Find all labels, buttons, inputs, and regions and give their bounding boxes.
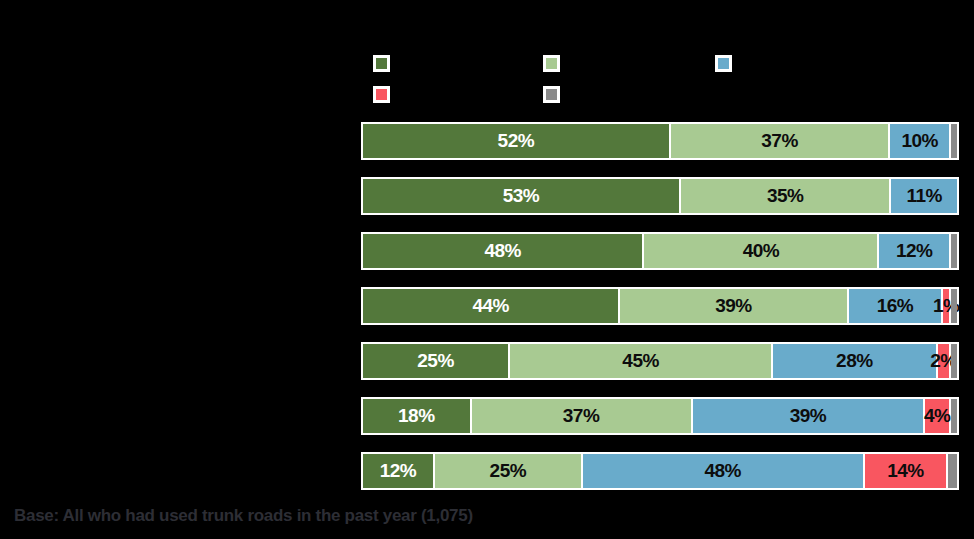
bar-segment-value-label: 10% bbox=[901, 131, 938, 150]
legend-swatch-gray bbox=[543, 86, 560, 103]
legend-swatch-light-green bbox=[543, 55, 560, 72]
bar-segment-value-label: 44% bbox=[472, 296, 509, 315]
bar-segment-value-label: 39% bbox=[715, 296, 752, 315]
bar-segment-value-label: 16% bbox=[877, 296, 914, 315]
bar-segment-gray bbox=[948, 454, 957, 488]
bar-segment-gray bbox=[951, 399, 957, 433]
bar-row: 25% 45% 28% 2% bbox=[361, 342, 959, 380]
bar-row: 48% 40% 12% bbox=[361, 232, 959, 270]
bar-segment-value-label: 25% bbox=[417, 351, 454, 370]
bar-segment-blue: 16% bbox=[849, 289, 942, 323]
base-note: Base: All who had used trunk roads in th… bbox=[14, 506, 473, 526]
legend-swatch-red bbox=[373, 86, 390, 103]
bar-segment-dark-green: 52% bbox=[363, 124, 669, 158]
bar-segment-value-label: 37% bbox=[563, 406, 600, 425]
bar-segment-value-label: 52% bbox=[498, 131, 535, 150]
bar-segment-light-green: 45% bbox=[510, 344, 771, 378]
bar-segment-value-label: 45% bbox=[622, 351, 659, 370]
bar-segment-blue: 39% bbox=[693, 399, 924, 433]
bar-segment-dark-green: 25% bbox=[363, 344, 508, 378]
bar-row: 44% 39% 16% 1% bbox=[361, 287, 959, 325]
bar-segment-gray bbox=[951, 234, 957, 268]
bar-segment-light-green: 39% bbox=[620, 289, 846, 323]
bar-segment-light-green: 35% bbox=[681, 179, 890, 213]
legend-swatch-dark-green bbox=[373, 55, 390, 72]
bar-segment-blue: 10% bbox=[890, 124, 949, 158]
bar-segment-blue: 11% bbox=[891, 179, 957, 213]
bar-segment-value-label: 11% bbox=[906, 186, 941, 205]
bar-segment-light-green: 37% bbox=[472, 399, 691, 433]
stacked-bar-chart: 52% 37% 10% 53% 35% 11% 48% 40% 12% 44% 39% 16% 1% 25… bbox=[361, 122, 959, 507]
bar-segment-value-label: 12% bbox=[380, 461, 417, 480]
bar-segment-value-label: 25% bbox=[490, 461, 527, 480]
bar-segment-gray bbox=[951, 289, 957, 323]
bar-segment-value-label: 18% bbox=[398, 406, 435, 425]
bar-segment-dark-green: 53% bbox=[363, 179, 679, 213]
chart-page: 52% 37% 10% 53% 35% 11% 48% 40% 12% 44% 39% 16% 1% 25… bbox=[0, 0, 974, 539]
bar-segment-dark-green: 48% bbox=[363, 234, 642, 268]
bar-segment-value-label: 12% bbox=[896, 241, 933, 260]
bar-segment-blue: 48% bbox=[583, 454, 863, 488]
bar-segment-value-label: 37% bbox=[761, 131, 798, 150]
bar-segment-gray bbox=[951, 124, 957, 158]
bar-row: 53% 35% 11% bbox=[361, 177, 959, 215]
bar-segment-light-green: 37% bbox=[671, 124, 889, 158]
legend-swatch-blue bbox=[715, 55, 732, 72]
bar-segment-value-label: 28% bbox=[836, 351, 873, 370]
bar-segment-blue: 28% bbox=[773, 344, 935, 378]
bar-segment-red: 2% bbox=[938, 344, 950, 378]
bar-segment-value-label: 40% bbox=[743, 241, 780, 260]
bar-segment-gray bbox=[951, 344, 957, 378]
bar-row: 12% 25% 48% 14% bbox=[361, 452, 959, 490]
bar-segment-value-label: 4% bbox=[924, 406, 950, 425]
bar-segment-value-label: 39% bbox=[790, 406, 827, 425]
bar-segment-value-label: 35% bbox=[767, 186, 804, 205]
bar-row: 52% 37% 10% bbox=[361, 122, 959, 160]
bar-segment-light-green: 40% bbox=[644, 234, 877, 268]
bar-segment-light-green: 25% bbox=[435, 454, 581, 488]
bar-segment-value-label: 53% bbox=[503, 186, 540, 205]
bar-segment-red: 1% bbox=[943, 289, 949, 323]
bar-segment-value-label: 48% bbox=[484, 241, 521, 260]
bar-segment-dark-green: 18% bbox=[363, 399, 470, 433]
bar-segment-dark-green: 12% bbox=[363, 454, 433, 488]
bar-segment-value-label: 14% bbox=[887, 461, 924, 480]
bar-segment-red: 14% bbox=[865, 454, 947, 488]
bar-segment-blue: 12% bbox=[879, 234, 949, 268]
bar-segment-value-label: 48% bbox=[704, 461, 741, 480]
bar-segment-red: 4% bbox=[925, 399, 949, 433]
bar-row: 18% 37% 39% 4% bbox=[361, 397, 959, 435]
bar-segment-dark-green: 44% bbox=[363, 289, 618, 323]
